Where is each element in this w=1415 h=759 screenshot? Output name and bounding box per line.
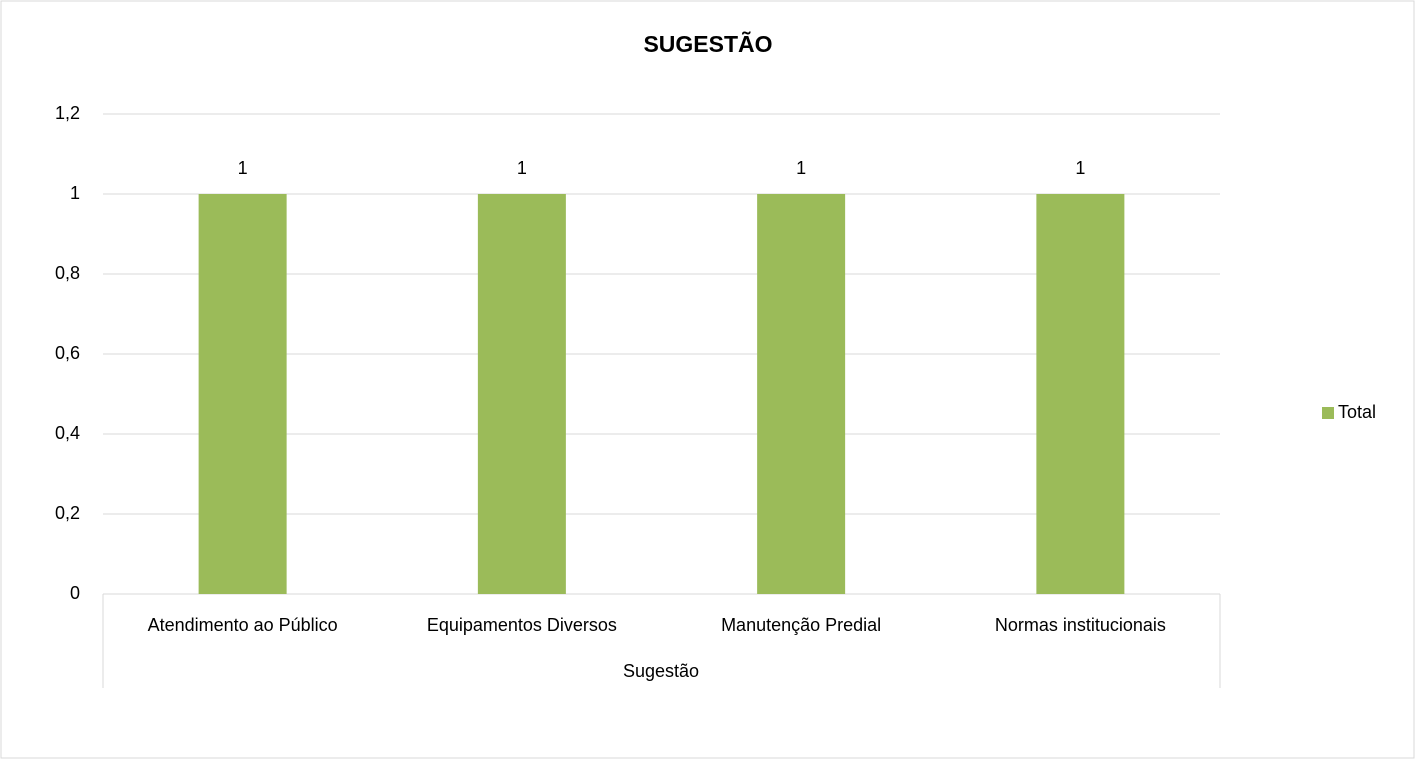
y-tick-label: 0,2 — [55, 503, 80, 523]
bar — [1036, 194, 1125, 594]
legend-label: Total — [1338, 402, 1376, 422]
y-tick-label: 0 — [70, 583, 80, 603]
data-label: 1 — [1075, 158, 1085, 178]
bar — [757, 194, 846, 594]
data-label: 1 — [517, 158, 527, 178]
data-label: 1 — [796, 158, 806, 178]
legend-swatch — [1322, 407, 1334, 419]
y-tick-label: 0,4 — [55, 423, 80, 443]
y-tick-label: 0,8 — [55, 263, 80, 283]
chart-title: SUGESTÃO — [643, 30, 772, 57]
x-tick-label: Manutenção Predial — [721, 615, 881, 635]
x-tick-label: Equipamentos Diversos — [427, 615, 617, 635]
y-tick-label: 1 — [70, 183, 80, 203]
x-axis-label: Sugestão — [623, 661, 699, 681]
y-tick-label: 0,6 — [55, 343, 80, 363]
bar — [477, 194, 566, 594]
bar — [198, 194, 287, 594]
y-tick-label: 1,2 — [55, 103, 80, 123]
data-label: 1 — [238, 158, 248, 178]
x-tick-label: Atendimento ao Público — [148, 615, 338, 635]
x-tick-label: Normas institucionais — [995, 615, 1166, 635]
